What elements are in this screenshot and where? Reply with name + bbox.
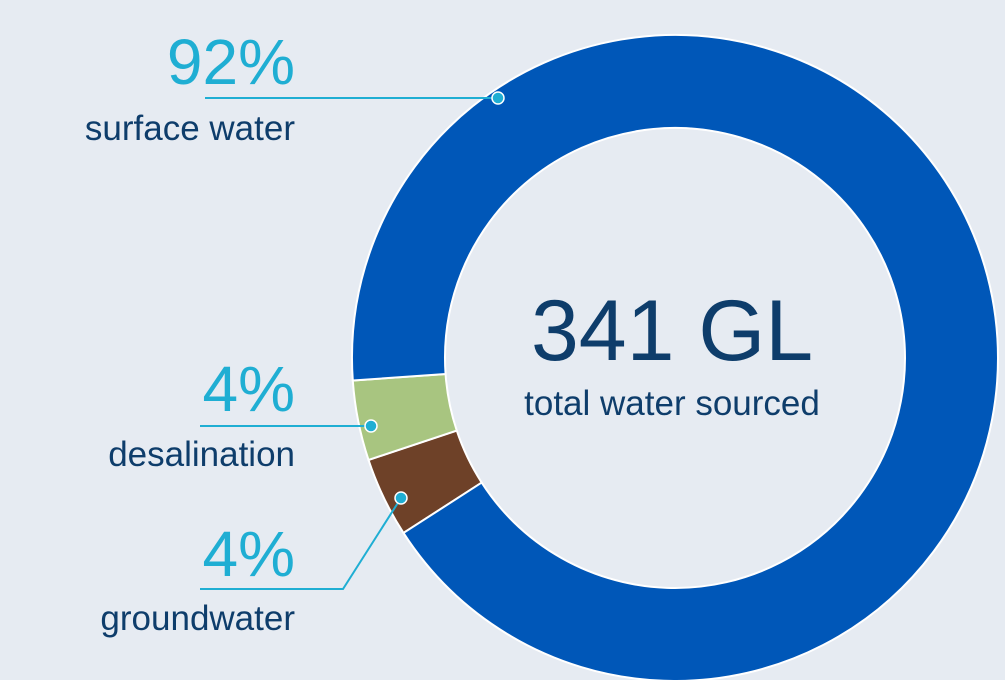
surface-water-leader-dot: [491, 91, 505, 105]
total-value: 341 GL: [531, 283, 813, 379]
surface-water-name-label: surface water: [85, 109, 295, 148]
groundwater-leader-line: [200, 497, 402, 590]
desalination-name-label: desalination: [108, 435, 295, 474]
total-caption: total water sourced: [524, 384, 820, 423]
groundwater-leader-dot: [394, 491, 408, 505]
donut-slices: [351, 34, 999, 680]
donut-slice-surface-water: [351, 34, 999, 680]
groundwater-name-label: groundwater: [100, 599, 295, 638]
groundwater-percent-label: 4%: [203, 518, 296, 590]
desalination-leader-dot: [364, 419, 378, 433]
desalination-percent-label: 4%: [203, 353, 296, 425]
surface-water-percent-label: 92%: [167, 26, 295, 98]
